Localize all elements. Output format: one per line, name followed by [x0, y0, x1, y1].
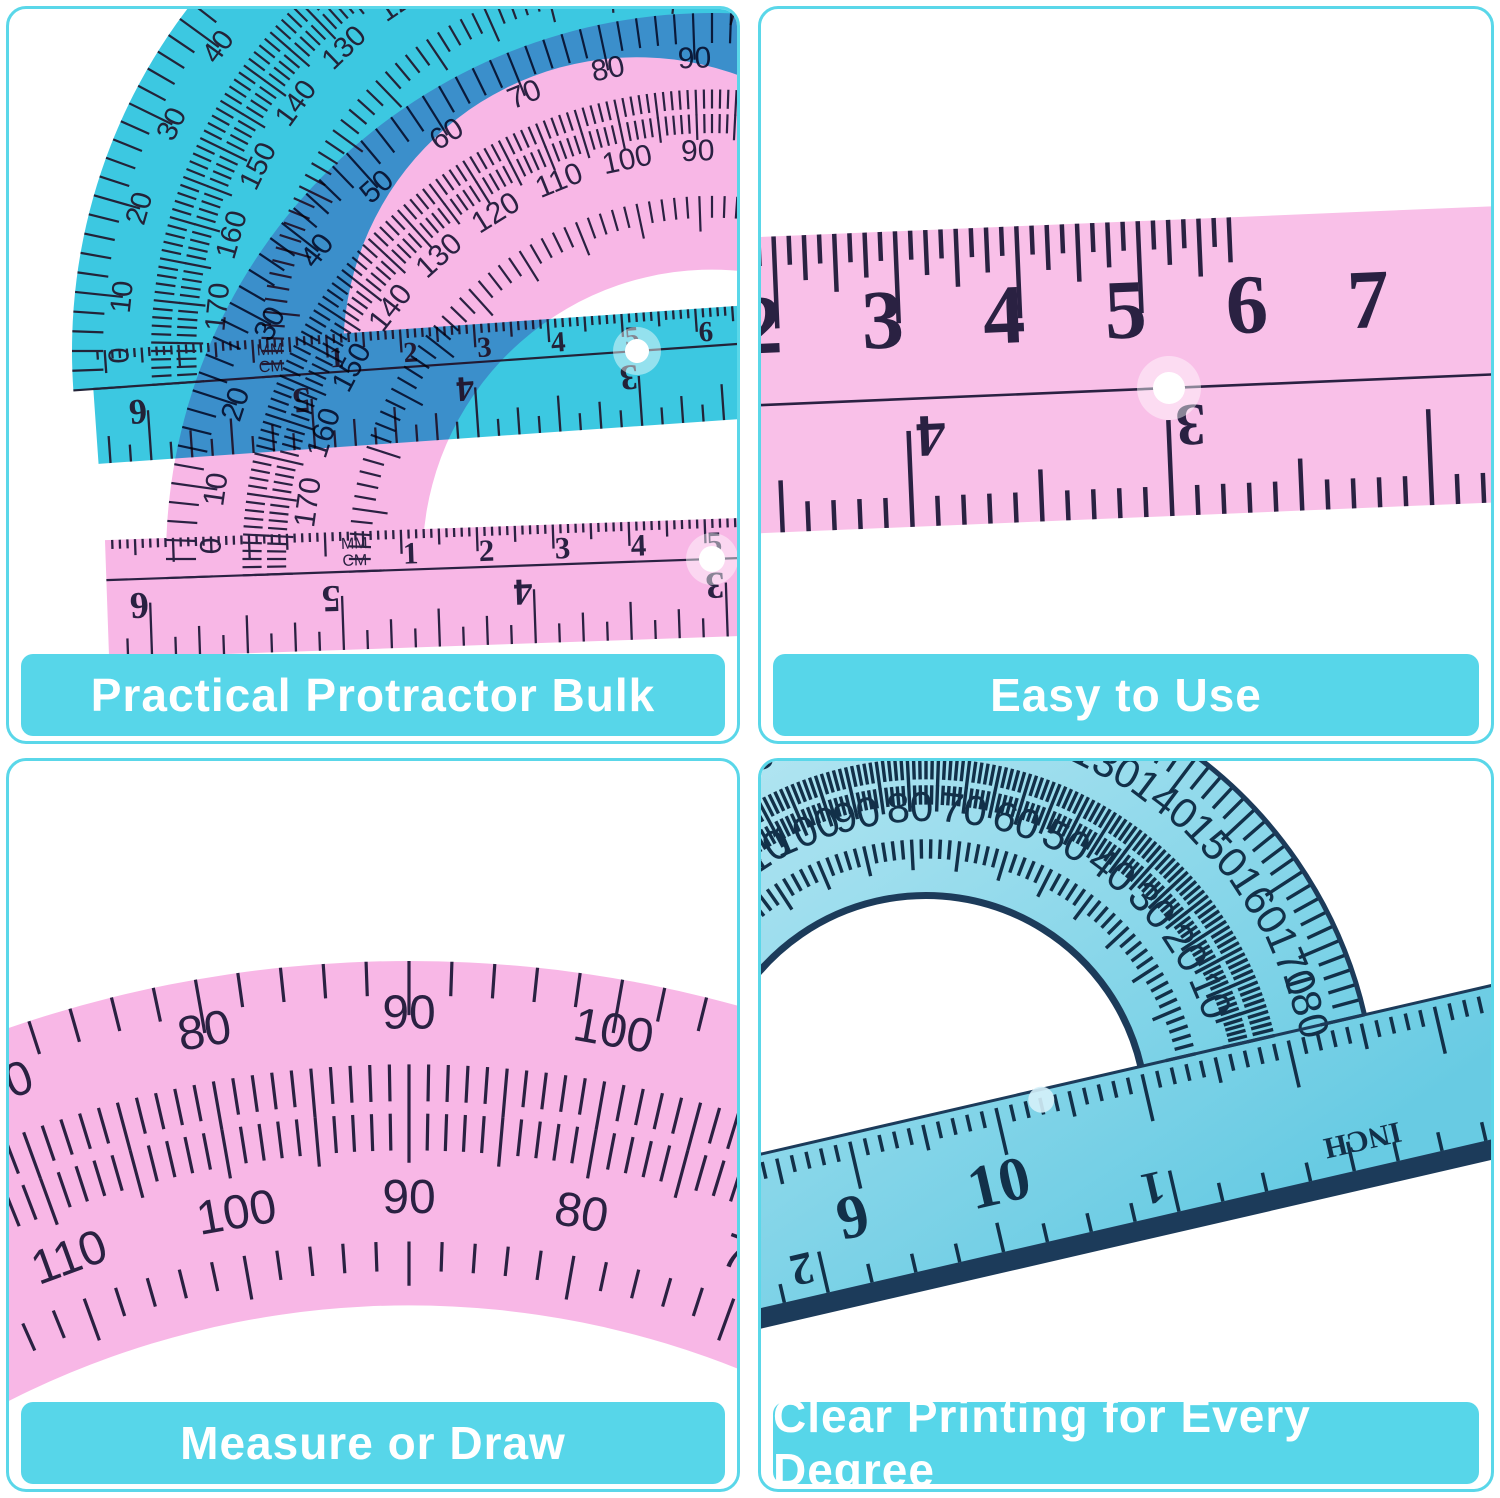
caption-text: Measure or Draw [180, 1417, 566, 1469]
caption-banner: Easy to Use [773, 654, 1479, 736]
caption-text: Clear Printing for Every Degree [773, 1390, 1311, 1492]
degree-label: 80 [174, 1000, 236, 1061]
degree-label: 10 [197, 470, 234, 508]
center-hole [1153, 372, 1185, 404]
ruler-cm-number: 2 [478, 533, 495, 569]
ruler-inch-number: 2 [761, 278, 784, 373]
ruler-cm-number: 4 [630, 527, 647, 563]
ruler-inch-number: 7 [1345, 253, 1391, 348]
panel-clear-printing: 0102030405060708090100110120130140150160… [758, 758, 1494, 1492]
ruler-inch-number-flipped: 6 [128, 391, 149, 432]
degree-label: 80 [588, 49, 628, 88]
panel-practical-protractor-bulk: 0102030405060708090100110120130140150160… [6, 6, 740, 744]
pink-protractor-arc-graphic: 0102030405060708090100110120130140150160… [9, 961, 737, 1401]
degree-label: 170 [288, 475, 328, 529]
unit-label-mm: MM [341, 535, 368, 553]
blue-protractor-closeup-graphic: 0102030405060708090100110120130140150160… [761, 761, 1491, 1408]
degree-label: 90 [677, 41, 712, 75]
degree-label: 90 [681, 134, 716, 168]
caption-banner: Measure or Draw [21, 1402, 725, 1484]
degree-label: 10 [105, 279, 140, 314]
center-hole [699, 546, 725, 572]
degree-label: 80 [551, 1182, 613, 1243]
panel-measure-or-draw: 0102030405060708090100110120130140150160… [6, 758, 740, 1492]
ruler-cm-number: 10 [961, 1143, 1037, 1223]
pink-ruler-closeup: 2 3 4 5 6 74 3 [761, 205, 1491, 534]
caption-text: Easy to Use [990, 669, 1262, 721]
ruler-inch-number-flipped: 5 [321, 577, 341, 620]
ruler-cm-number: 4 [550, 326, 567, 359]
ruler-number-flipped: 4 [914, 402, 947, 469]
degree-label: 70 [938, 783, 990, 835]
degree-label: 80 [885, 782, 934, 831]
ruler-number-flipped: 3 [1174, 392, 1207, 459]
ruler-inch-number: 6 [1224, 258, 1270, 353]
unit-label-cm: CM [342, 552, 367, 570]
degree-label: 90 [828, 787, 884, 843]
ruler-inch-number-flipped: 6 [129, 584, 149, 627]
ruler-inch-number-flipped: 4 [513, 570, 533, 613]
caption-text: Practical Protractor Bulk [90, 669, 656, 721]
pink-protractor: 0102030405060708090100110120130140150160… [104, 13, 737, 659]
center-hole [625, 339, 649, 363]
ruler-inch-number: 5 [1102, 263, 1148, 358]
ruler-cm-number: 6 [698, 316, 715, 349]
pink-ruler-closeup-graphic: 2 3 4 5 6 74 3 [761, 205, 1491, 534]
ruler-inch-number: 3 [860, 273, 906, 368]
degree-label: 90 [382, 1171, 435, 1224]
caption-banner: Clear Printing for Every Degree [773, 1390, 1479, 1489]
center-dimple [1028, 1086, 1055, 1113]
protractors-overlap-graphic: 0102030405060708090100110120130140150160… [71, 9, 737, 659]
blue-protractor-closeup: 0102030405060708090100110120130140150160… [761, 761, 1491, 1408]
degree-label: 90 [382, 987, 435, 1040]
ruler-cm-number: 1 [402, 535, 419, 571]
caption-banner: Practical Protractor Bulk [21, 654, 725, 736]
ruler-inch-number-flipped: 3 [618, 357, 639, 398]
ruler-inch-number: 4 [981, 268, 1027, 363]
ruler-bottom-rim [761, 1118, 1491, 1408]
ruler-cm-number: 3 [554, 530, 571, 566]
pink-protractor-arc: 0102030405060708090100110120130140150160… [9, 961, 737, 1401]
